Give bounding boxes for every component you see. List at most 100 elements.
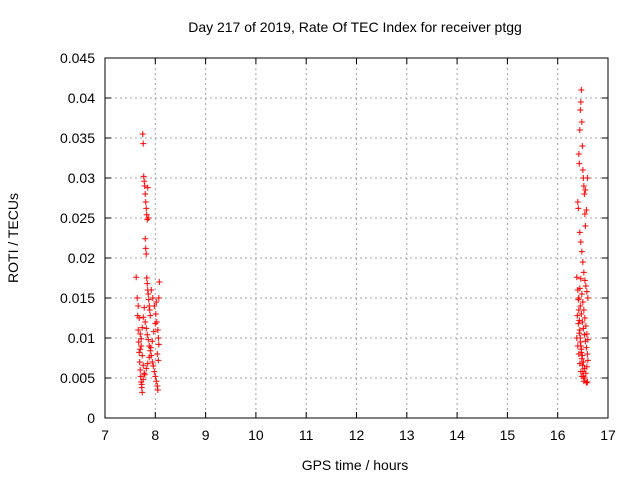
data-point: [154, 351, 161, 357]
data-point: [135, 303, 142, 309]
data-point: [583, 331, 590, 337]
y-tick-label: 0.015: [60, 290, 95, 306]
data-point: [143, 365, 150, 372]
y-tick-label: 0: [87, 410, 95, 426]
data-point: [584, 336, 591, 343]
data-point: [146, 307, 153, 313]
data-point: [142, 199, 149, 205]
data-point: [580, 269, 587, 276]
grid-layer: [105, 58, 608, 418]
x-tick-label: 7: [101, 427, 109, 443]
data-point: [141, 371, 148, 378]
data-point: [155, 341, 162, 348]
data-point: [584, 175, 591, 181]
data-point: [136, 359, 143, 365]
data-point: [574, 343, 581, 349]
data-point: [138, 335, 145, 342]
data-point: [140, 376, 147, 383]
y-tick-label: 0.01: [68, 330, 95, 346]
x-tick-label: 10: [248, 427, 264, 443]
data-point: [156, 279, 163, 285]
data-point: [154, 327, 161, 333]
data-point: [155, 357, 162, 364]
tick-layer: 7 8 9 10 11 12 13 14 15 16 17 0 0.005 0.01 0.015 0.02 0.…: [60, 50, 616, 443]
x-tick-label: 8: [151, 427, 159, 443]
y-tick-label: 0.035: [60, 130, 95, 146]
data-point: [578, 119, 585, 125]
data-point: [145, 296, 152, 303]
data-point: [574, 199, 581, 205]
data-point: [144, 331, 151, 338]
data-point: [139, 352, 146, 359]
data-point: [581, 277, 588, 284]
data-point: [579, 319, 586, 325]
data-point: [137, 346, 144, 353]
y-tick-label: 0.02: [68, 250, 95, 266]
data-point: [155, 335, 162, 341]
x-tick-label: 14: [449, 427, 465, 443]
x-tick-label: 13: [399, 427, 415, 443]
y-tick-label: 0.005: [60, 370, 95, 386]
data-point: [579, 167, 586, 173]
data-point: [580, 359, 587, 365]
data-point: [145, 336, 152, 343]
data-point: [581, 191, 588, 197]
data-point: [141, 178, 148, 185]
data-point: [577, 368, 584, 375]
data-point: [149, 338, 156, 345]
data-point: [582, 187, 589, 193]
data-point: [575, 351, 582, 357]
data-point: [578, 248, 585, 255]
data-point: [136, 315, 143, 321]
data-point: [142, 235, 149, 242]
data-point: [153, 378, 160, 385]
data-point: [581, 375, 588, 381]
data-point: [143, 205, 150, 212]
data-points: [133, 87, 591, 396]
data-point: [144, 360, 151, 367]
data-point: [584, 295, 591, 301]
data-point: [583, 344, 590, 351]
x-axis-label: GPS time / hours: [302, 457, 409, 473]
data-point: [144, 184, 151, 191]
data-point: [577, 339, 584, 345]
data-point: [574, 312, 581, 319]
data-point: [138, 343, 145, 349]
data-point: [136, 349, 143, 356]
data-point: [143, 211, 150, 218]
data-point: [137, 331, 144, 337]
data-point: [582, 283, 589, 289]
data-point: [152, 373, 159, 380]
data-point: [142, 191, 149, 197]
data-point: [575, 320, 582, 327]
data-point: [146, 354, 153, 361]
data-point: [581, 365, 588, 372]
data-point: [581, 211, 588, 217]
data-point: [137, 367, 144, 373]
data-point: [582, 370, 589, 377]
data-point: [578, 346, 585, 353]
data-point: [150, 363, 157, 369]
data-point: [138, 381, 145, 388]
data-point: [575, 295, 582, 301]
data-point: [137, 373, 144, 380]
data-point: [152, 320, 159, 327]
data-point: [144, 280, 151, 287]
data-point: [579, 259, 586, 265]
data-point: [581, 315, 588, 321]
data-point: [578, 87, 585, 93]
data-point: [148, 287, 155, 293]
x-tick-label: 15: [500, 427, 516, 443]
data-point: [581, 331, 588, 338]
data-point: [583, 207, 590, 213]
data-point: [584, 357, 591, 364]
chart-title: Day 217 of 2019, Rate Of TEC Index for r…: [188, 19, 522, 35]
data-point: [584, 351, 591, 357]
data-point: [576, 160, 583, 167]
data-point: [139, 324, 146, 331]
data-point: [576, 327, 583, 333]
data-point: [579, 299, 586, 305]
data-point: [149, 295, 156, 301]
data-point: [140, 173, 147, 180]
y-tick-label: 0.03: [68, 170, 95, 186]
